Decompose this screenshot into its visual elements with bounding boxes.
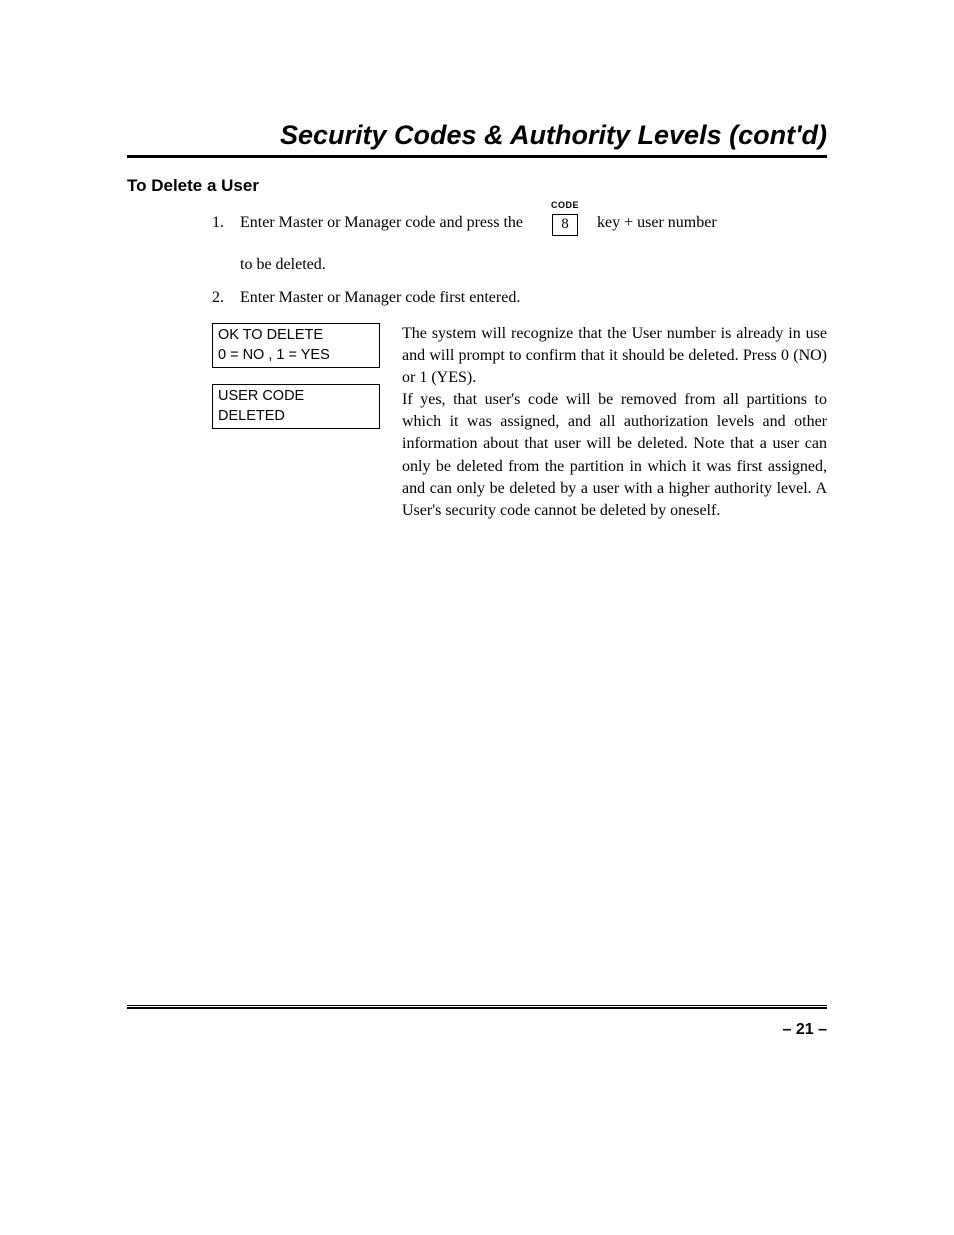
step-2: 2. Enter Master or Manager code first en…	[212, 285, 827, 311]
code-key-group: CODE 8	[551, 198, 579, 236]
prompt-line: USER CODE	[218, 387, 374, 407]
key-8: 8	[552, 214, 578, 236]
section-heading: To Delete a User	[127, 176, 827, 196]
code-label: CODE	[551, 198, 579, 212]
step-1-continuation: to be deleted.	[240, 252, 827, 278]
step-number: 1.	[212, 210, 234, 277]
step-1-line: Enter Master or Manager code and press t…	[240, 210, 827, 248]
body-text: The system will recognize that the User …	[402, 323, 827, 522]
page-title: Security Codes & Authority Levels (cont'…	[127, 120, 827, 158]
body-paragraph-1: The system will recognize that the User …	[402, 323, 827, 389]
prompt-ok-to-delete: OK TO DELETE 0 = NO , 1 = YES	[212, 323, 380, 368]
page-number: – 21 –	[783, 1021, 827, 1039]
prompts-column: OK TO DELETE 0 = NO , 1 = YES USER CODE …	[212, 323, 380, 522]
prompt-user-code-deleted: USER CODE DELETED	[212, 384, 380, 429]
page: Security Codes & Authority Levels (cont'…	[0, 0, 954, 1235]
step-1: 1. Enter Master or Manager code and pres…	[212, 210, 827, 277]
step-body: Enter Master or Manager code first enter…	[240, 285, 827, 311]
step-number: 2.	[212, 285, 234, 311]
step-1-post-text: key + user number	[597, 210, 717, 236]
footer-rule	[127, 1005, 827, 1009]
step-body: Enter Master or Manager code and press t…	[240, 210, 827, 277]
steps-list: 1. Enter Master or Manager code and pres…	[212, 210, 827, 311]
step-1-pre-text: Enter Master or Manager code and press t…	[240, 210, 523, 236]
prompt-line: 0 = NO , 1 = YES	[218, 346, 374, 366]
prompt-line: DELETED	[218, 407, 374, 427]
prompt-line: OK TO DELETE	[218, 326, 374, 346]
body-paragraph-2: If yes, that user's code will be removed…	[402, 389, 827, 521]
content-block: OK TO DELETE 0 = NO , 1 = YES USER CODE …	[212, 323, 827, 522]
